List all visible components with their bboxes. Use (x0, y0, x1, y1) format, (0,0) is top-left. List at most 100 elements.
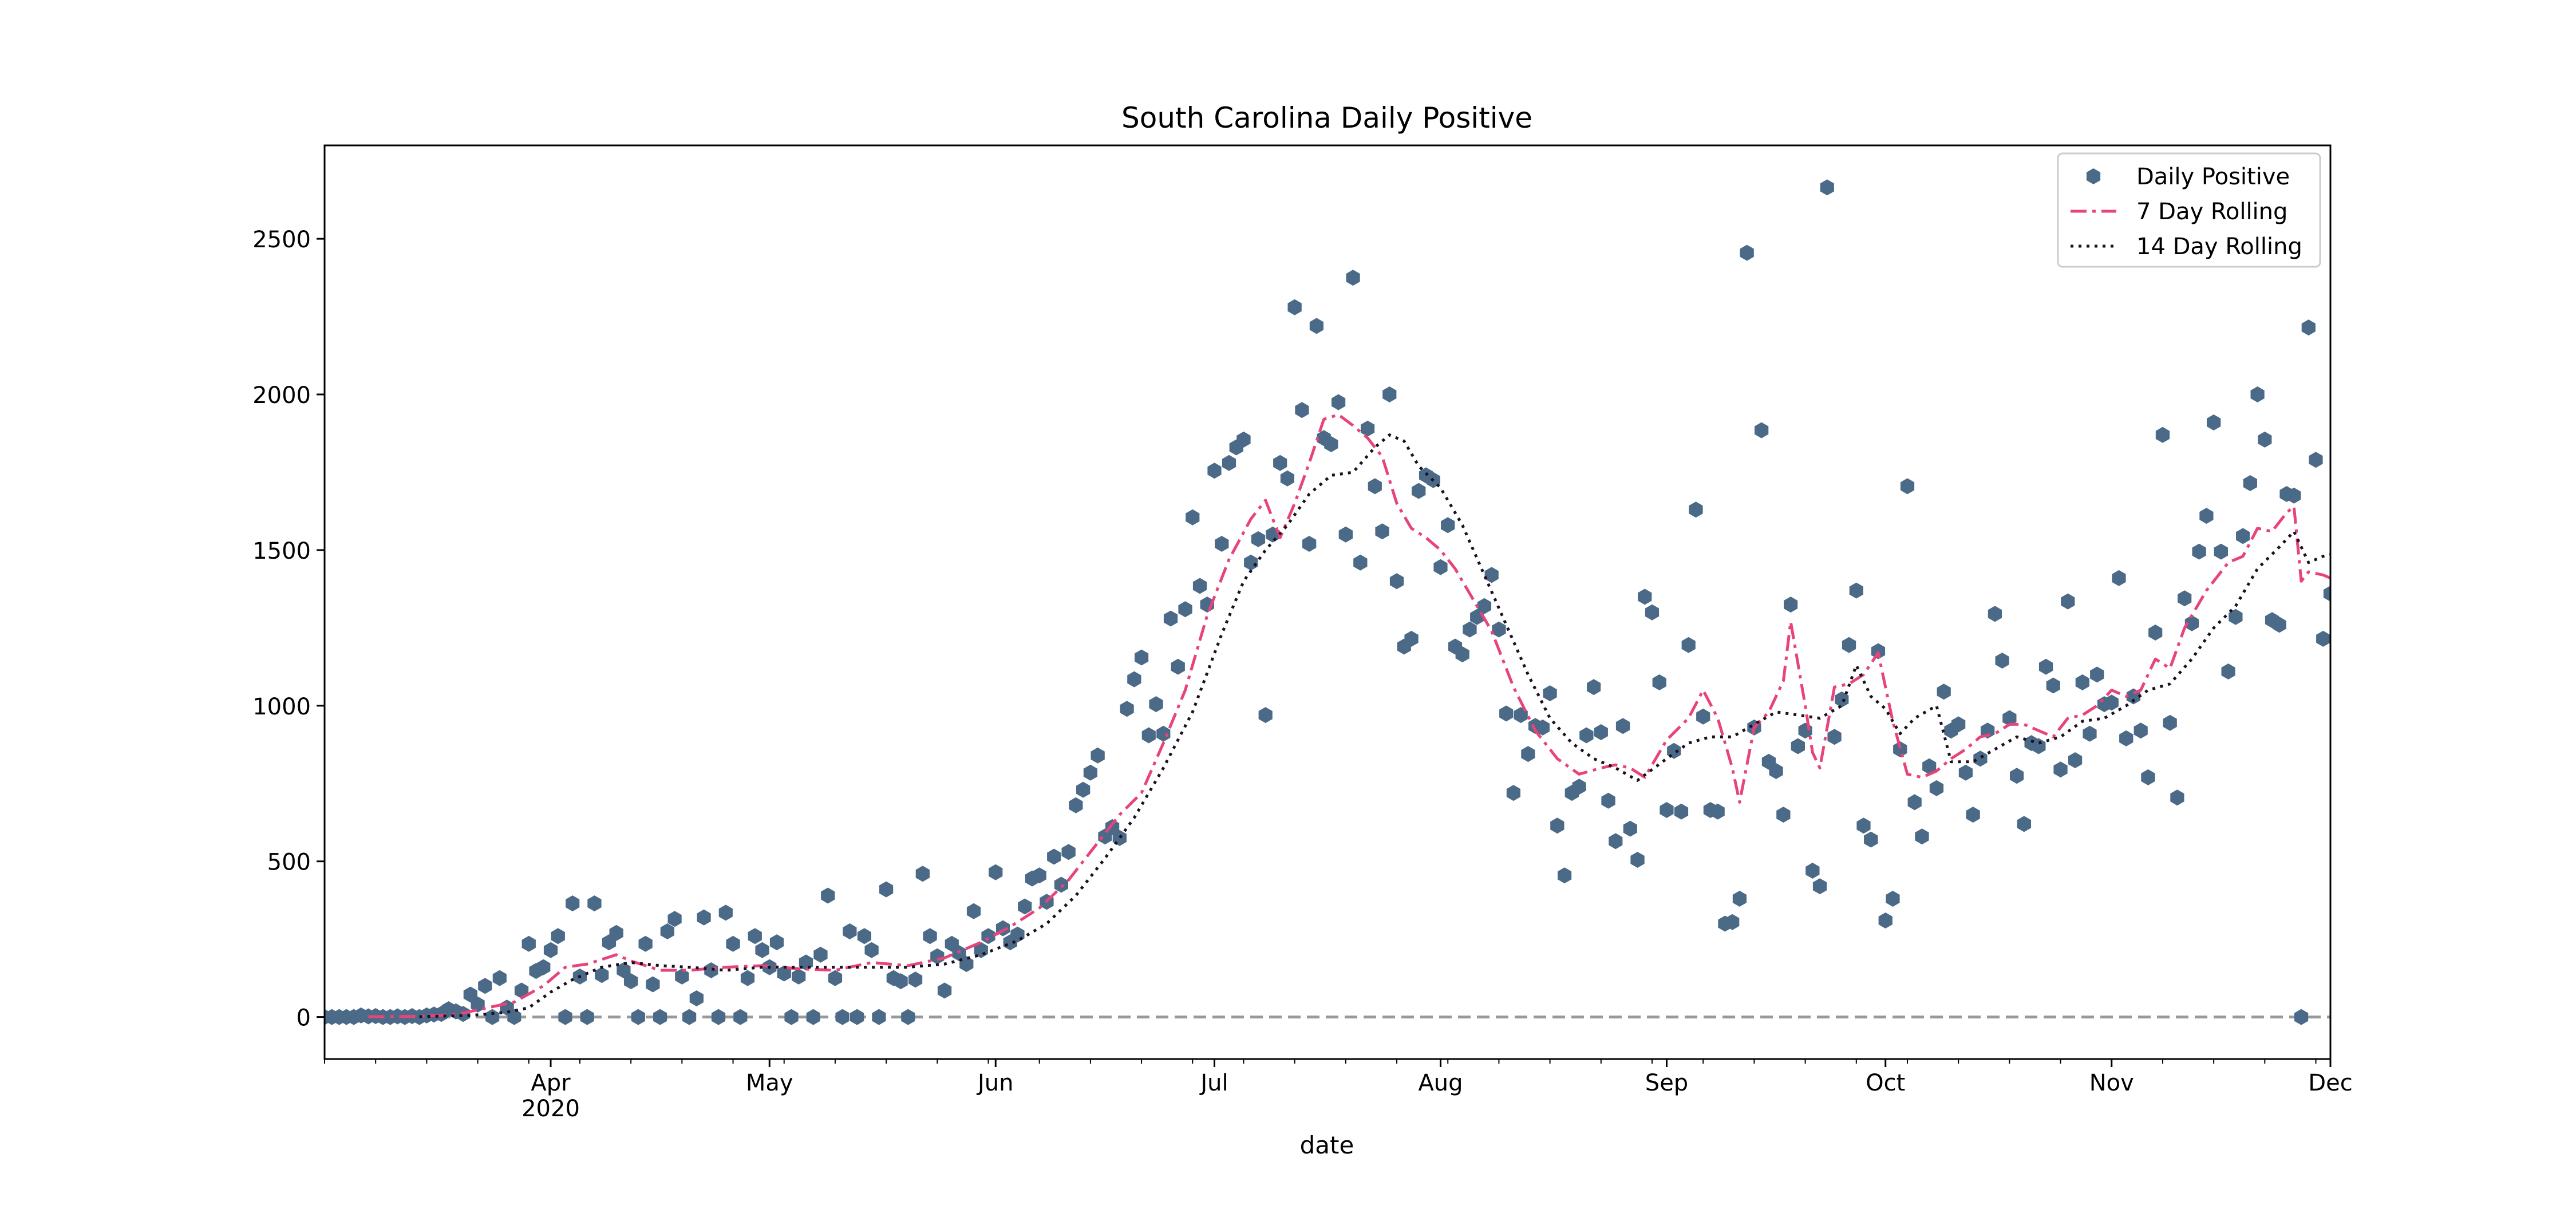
daily-positive-point (1054, 876, 1068, 893)
daily-positive-point (1135, 649, 1149, 666)
daily-positive-point (1609, 833, 1623, 850)
legend-marker-daily (2086, 168, 2101, 184)
daily-positive-point (1784, 596, 1798, 613)
daily-positive-point (1521, 746, 1535, 762)
daily-positive-point (1893, 741, 1907, 757)
daily-positive-point (1222, 455, 1236, 471)
daily-positive-point (1907, 794, 1922, 811)
daily-positive-point (2229, 609, 2243, 625)
daily-positive-point (1973, 750, 1988, 767)
x-axis-label: date (1300, 1131, 1354, 1159)
daily-positive-point (1820, 179, 1834, 196)
daily-positive-point (2316, 630, 2330, 647)
daily-positive-point (2170, 789, 2184, 806)
daily-positive-point (566, 895, 580, 912)
daily-positive-point (930, 948, 945, 965)
daily-positive-point (1900, 478, 1915, 495)
daily-positive-point (879, 881, 894, 898)
daily-positive-point (1740, 244, 1754, 261)
x-tick-sublabel: 2020 (521, 1096, 580, 1122)
daily-positive-point (1346, 270, 1360, 286)
daily-positive-point (2053, 761, 2068, 778)
daily-positive-point (1864, 831, 1878, 848)
y-tick-label: 500 (267, 850, 311, 876)
legend-label: 7 Day Rolling (2136, 199, 2287, 225)
daily-positive-point (1725, 914, 1740, 930)
daily-positive-point (580, 1009, 594, 1025)
daily-positive-point (1856, 817, 1871, 834)
daily-positive-point (1484, 567, 1499, 583)
daily-positive-point (1236, 431, 1251, 448)
rolling-14-day-line (419, 433, 2330, 1018)
daily-positive-point (2141, 769, 2155, 785)
daily-positive-point (1302, 536, 1317, 552)
daily-positive-point (1835, 691, 1849, 708)
daily-positive-point (981, 928, 995, 945)
daily-positive-point (711, 1009, 726, 1025)
daily-positive-point (2301, 319, 2316, 336)
daily-positive-point (821, 887, 835, 904)
daily-positive-point (2258, 431, 2272, 448)
daily-positive-point (2061, 593, 2075, 610)
daily-positive-point (1615, 718, 1630, 734)
daily-positive-point (507, 1009, 521, 1025)
daily-positive-point (1368, 478, 1382, 495)
daily-positive-point (587, 895, 602, 912)
daily-positive-point (748, 928, 762, 945)
daily-positive-point (1309, 318, 1323, 334)
daily-positive-point (1076, 781, 1091, 798)
daily-positive-point (1412, 483, 1426, 499)
daily-positive-point (1171, 658, 1185, 675)
daily-positive-point (755, 942, 769, 958)
daily-positive-point (1886, 891, 1900, 907)
daily-positive-point (1966, 807, 1980, 823)
daily-positive-point (1149, 696, 1163, 713)
daily-positive-point (2221, 663, 2235, 679)
daily-positive-point (850, 1009, 864, 1025)
x-tick-label: Jun (976, 1070, 1014, 1096)
daily-positive-point (1287, 299, 1302, 315)
daily-positive-point (1587, 679, 1601, 696)
daily-positive-point (2323, 586, 2330, 602)
daily-positive-point (908, 971, 923, 988)
daily-positive-point (1105, 819, 1120, 835)
daily-positive-point (894, 973, 908, 990)
daily-positive-point (2309, 452, 2323, 468)
daily-positive-point (1579, 727, 1594, 744)
daily-positive-point (2214, 543, 2228, 560)
daily-positive-point (784, 1009, 799, 1025)
daily-positive-point (1645, 604, 1660, 621)
daily-positive-point (2032, 738, 2046, 754)
daily-positive-point (2184, 615, 2199, 631)
daily-positive-point (1258, 707, 1273, 724)
daily-positive-point (2075, 674, 2089, 690)
daily-positive-point (1499, 705, 1514, 722)
daily-positive-point (1630, 852, 1645, 868)
daily-positive-point (478, 978, 492, 994)
rolling-7-day-line (368, 413, 2330, 1018)
daily-positive-point (1594, 724, 1608, 740)
daily-positive-point (1324, 436, 1338, 452)
legend-label: Daily Positive (2136, 164, 2290, 190)
daily-positive-point (1988, 606, 2002, 622)
daily-positive-point (1638, 588, 1652, 605)
daily-positive-point (777, 965, 791, 982)
daily-positive-point (1696, 708, 1710, 725)
daily-positive-point (558, 1009, 572, 1025)
daily-positive-point (2250, 386, 2265, 402)
x-tick-label: Aug (1418, 1070, 1463, 1096)
daily-positive-point (646, 976, 660, 993)
daily-positive-point (989, 864, 1003, 880)
daily-positive-point (2207, 414, 2221, 430)
daily-positive-point (1141, 727, 1156, 744)
daily-positive-point (2294, 1009, 2309, 1025)
daily-positive-point (1186, 509, 1200, 526)
daily-positive-point (1550, 817, 1564, 834)
daily-positive-point (2199, 508, 2214, 524)
daily-positive-point (1280, 470, 1294, 487)
legend-label: 14 Day Rolling (2136, 234, 2302, 260)
daily-positive-point (769, 934, 784, 951)
